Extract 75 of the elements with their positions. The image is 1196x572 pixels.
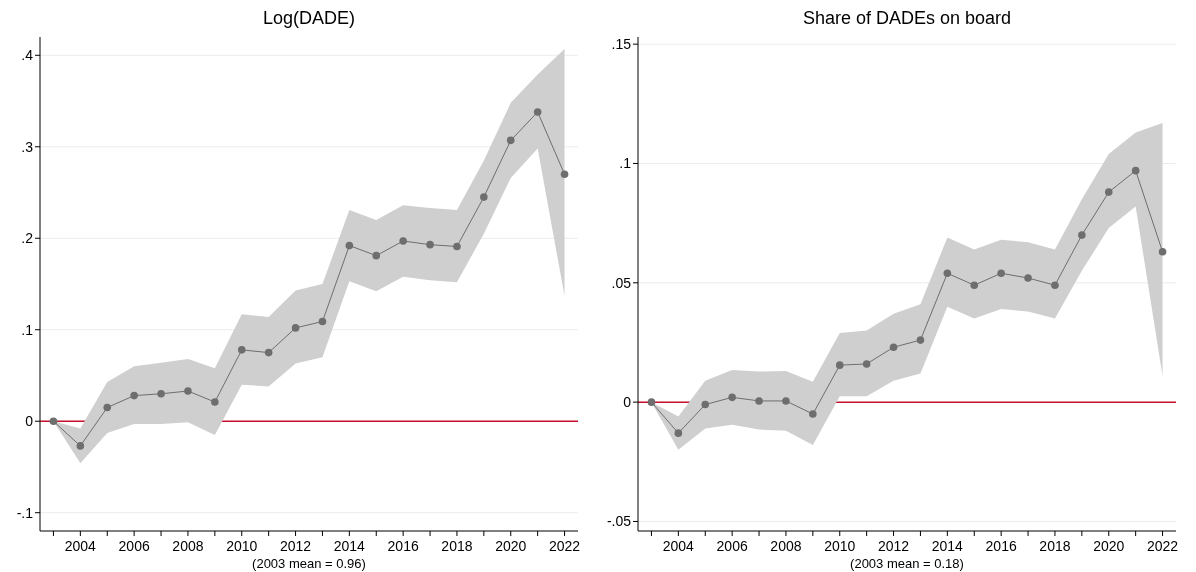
point <box>889 343 898 352</box>
x-tick-label: 2010 <box>226 538 258 554</box>
point <box>560 170 569 179</box>
x-tick-label: 2016 <box>985 538 1017 554</box>
point <box>480 193 488 201</box>
x-tick-label: 2012 <box>877 538 910 554</box>
point <box>943 269 952 278</box>
y-tick-label: -.1 <box>16 504 34 521</box>
x-tick-label: 2008 <box>172 538 204 554</box>
x-tick-label: 2014 <box>333 538 366 554</box>
x-tick-label: 2004 <box>662 538 695 554</box>
x-tick-label: 2012 <box>279 538 312 554</box>
x-tick-label: 2006 <box>716 538 748 554</box>
chart-title: Share of DADEs on board <box>802 8 1012 28</box>
point <box>862 360 871 368</box>
point <box>49 417 58 426</box>
point <box>264 348 273 357</box>
point <box>453 242 461 251</box>
point <box>755 397 763 405</box>
x-tick-label: 2018 <box>441 538 473 554</box>
x-tick-label: 2006 <box>118 538 150 554</box>
point <box>1051 281 1059 289</box>
point <box>835 361 844 369</box>
point <box>399 237 407 245</box>
y-tick-label: .05 <box>611 274 632 291</box>
x-tick-label: 2020 <box>1093 538 1125 554</box>
point <box>237 346 246 354</box>
x-tick-label: 2018 <box>1039 538 1071 554</box>
x-axis-title: (2003 mean = 0.18) <box>850 556 964 571</box>
point <box>1024 274 1032 282</box>
x-tick-label: 2008 <box>770 538 802 554</box>
point <box>291 324 300 332</box>
point <box>997 269 1005 278</box>
point <box>184 387 192 395</box>
x-tick-label: 2016 <box>387 538 419 554</box>
point <box>701 400 710 409</box>
point <box>372 251 381 260</box>
point <box>157 389 165 398</box>
y-tick-label: .1 <box>21 321 34 338</box>
chart-title: Log(DADE) <box>262 8 356 28</box>
x-tick-label: 2020 <box>495 538 527 554</box>
y-tick-label: .15 <box>611 36 632 53</box>
point <box>103 403 112 412</box>
point <box>674 429 683 437</box>
point <box>345 241 354 250</box>
point <box>916 336 925 344</box>
x-tick-label: 2022 <box>1146 538 1179 554</box>
point <box>211 398 219 406</box>
x-tick-label: 2004 <box>64 538 97 554</box>
point <box>1104 188 1113 196</box>
y-tick-label: 0 <box>623 394 632 411</box>
y-tick-label: .3 <box>21 138 34 155</box>
point <box>1131 166 1140 175</box>
point <box>809 410 817 418</box>
x-tick-label: 2010 <box>824 538 856 554</box>
point <box>506 136 515 145</box>
y-tick-label: 0 <box>25 413 34 430</box>
point <box>728 393 736 402</box>
point <box>1158 247 1167 256</box>
x-tick-label: 2014 <box>931 538 964 554</box>
point <box>782 397 790 405</box>
y-tick-label: -.05 <box>606 513 632 530</box>
x-tick-label: 2022 <box>548 538 581 554</box>
point <box>1078 231 1086 239</box>
point <box>970 281 979 289</box>
y-tick-label: .1 <box>619 155 632 172</box>
y-tick-label: .2 <box>21 230 34 247</box>
point <box>533 108 542 116</box>
point <box>426 240 434 249</box>
point <box>647 398 656 406</box>
x-axis-title: (2003 mean = 0.96) <box>252 556 366 571</box>
point <box>318 317 327 326</box>
point <box>76 442 85 450</box>
y-tick-label: .4 <box>21 47 34 64</box>
point <box>130 391 138 400</box>
